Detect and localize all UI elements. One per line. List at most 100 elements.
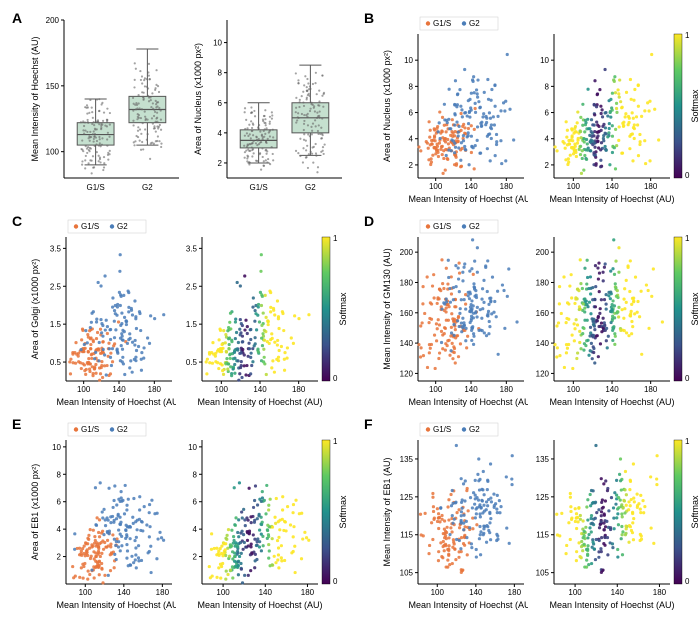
panel-A: A 100150200Mean Intensity of Hoechst (AU… bbox=[10, 10, 350, 205]
svg-text:100: 100 bbox=[216, 588, 230, 597]
svg-text:G1/S: G1/S bbox=[433, 19, 451, 28]
svg-text:6: 6 bbox=[545, 109, 550, 118]
svg-text:180: 180 bbox=[536, 278, 550, 287]
svg-text:Mean Intensity of Hoechst (AU): Mean Intensity of Hoechst (AU) bbox=[549, 397, 674, 407]
svg-text:1: 1 bbox=[333, 437, 338, 446]
svg-text:140: 140 bbox=[400, 339, 414, 348]
svg-text:125: 125 bbox=[536, 493, 550, 502]
panel-A-left: 100150200Mean Intensity of Hoechst (AU)G… bbox=[28, 14, 187, 205]
svg-text:2.5: 2.5 bbox=[186, 282, 198, 291]
panel-label-E: E bbox=[12, 416, 21, 432]
svg-text:Mean Intensity of Hoechst (AU): Mean Intensity of Hoechst (AU) bbox=[56, 600, 176, 610]
svg-text:180: 180 bbox=[644, 182, 658, 191]
svg-text:0: 0 bbox=[685, 171, 690, 180]
svg-text:G2: G2 bbox=[305, 183, 316, 192]
svg-text:4: 4 bbox=[193, 525, 198, 534]
svg-text:10: 10 bbox=[52, 443, 61, 452]
svg-text:4: 4 bbox=[545, 135, 550, 144]
svg-text:2: 2 bbox=[218, 159, 223, 168]
svg-text:6: 6 bbox=[409, 109, 414, 118]
svg-text:180: 180 bbox=[292, 385, 306, 394]
svg-text:8: 8 bbox=[193, 470, 198, 479]
svg-text:Area of Nucleus (x1000 px²): Area of Nucleus (x1000 px²) bbox=[382, 50, 392, 162]
svg-text:1: 1 bbox=[685, 234, 690, 243]
svg-text:100: 100 bbox=[568, 588, 582, 597]
panel-D-right: 100140180120140160180200Mean Intensity o… bbox=[532, 217, 700, 408]
panel-label-B: B bbox=[364, 10, 374, 26]
svg-text:160: 160 bbox=[536, 309, 550, 318]
svg-text:8: 8 bbox=[409, 82, 414, 91]
svg-text:105: 105 bbox=[400, 569, 414, 578]
svg-text:6: 6 bbox=[218, 99, 223, 108]
svg-text:1.5: 1.5 bbox=[186, 320, 198, 329]
svg-text:G1/S: G1/S bbox=[433, 425, 451, 434]
svg-text:3.5: 3.5 bbox=[186, 244, 198, 253]
panel-B-left: 100140180246810Mean Intensity of Hoechst… bbox=[380, 14, 528, 205]
svg-text:200: 200 bbox=[400, 248, 414, 257]
svg-text:135: 135 bbox=[536, 455, 550, 464]
svg-text:Mean Intensity of Hoechst (AU): Mean Intensity of Hoechst (AU) bbox=[56, 397, 176, 407]
svg-text:Area of Nucleus (x1000 px²): Area of Nucleus (x1000 px²) bbox=[193, 43, 203, 155]
svg-text:180: 180 bbox=[644, 385, 658, 394]
panel-F: F 100140180105115125135Mean Intensity of… bbox=[362, 416, 700, 611]
svg-text:180: 180 bbox=[500, 385, 514, 394]
svg-text:2: 2 bbox=[193, 553, 198, 562]
svg-text:100: 100 bbox=[215, 385, 229, 394]
svg-text:140: 140 bbox=[253, 385, 267, 394]
figure-grid: A 100150200Mean Intensity of Hoechst (AU… bbox=[10, 10, 690, 611]
svg-text:2: 2 bbox=[409, 161, 414, 170]
svg-text:Mean Intensity of Hoechst (AU): Mean Intensity of Hoechst (AU) bbox=[30, 36, 40, 161]
svg-text:100: 100 bbox=[77, 385, 91, 394]
svg-text:Softmax: Softmax bbox=[338, 495, 348, 529]
svg-text:4: 4 bbox=[57, 525, 62, 534]
panel-F-right: 100140180105115125135Mean Intensity of H… bbox=[532, 420, 700, 611]
svg-text:140: 140 bbox=[605, 182, 619, 191]
svg-text:100: 100 bbox=[431, 588, 445, 597]
svg-text:140: 140 bbox=[464, 385, 478, 394]
svg-text:10: 10 bbox=[540, 56, 549, 65]
svg-text:115: 115 bbox=[536, 531, 549, 540]
svg-text:Softmax: Softmax bbox=[690, 495, 700, 529]
svg-text:Mean Intensity of EB1 (AU): Mean Intensity of EB1 (AU) bbox=[382, 457, 392, 566]
svg-text:180: 180 bbox=[653, 588, 667, 597]
panel-E-right: 100140180246810Mean Intensity of Hoechst… bbox=[180, 420, 350, 611]
svg-text:2: 2 bbox=[57, 553, 62, 562]
svg-text:3.5: 3.5 bbox=[50, 244, 62, 253]
svg-text:140: 140 bbox=[464, 182, 478, 191]
svg-text:4: 4 bbox=[409, 135, 414, 144]
svg-text:100: 100 bbox=[429, 385, 443, 394]
svg-text:0.5: 0.5 bbox=[186, 358, 198, 367]
panel-label-D: D bbox=[364, 213, 374, 229]
svg-text:0: 0 bbox=[685, 577, 690, 586]
svg-text:180: 180 bbox=[500, 182, 514, 191]
svg-text:180: 180 bbox=[156, 588, 170, 597]
svg-text:Area of Golgi (x1000 px²): Area of Golgi (x1000 px²) bbox=[30, 259, 40, 360]
svg-text:1.5: 1.5 bbox=[50, 320, 62, 329]
svg-text:140: 140 bbox=[259, 588, 273, 597]
panel-E-left: 100140180246810Mean Intensity of Hoechst… bbox=[28, 420, 176, 611]
svg-text:Mean Intensity of Hoechst (AU): Mean Intensity of Hoechst (AU) bbox=[197, 397, 322, 407]
svg-text:140: 140 bbox=[469, 588, 483, 597]
svg-text:0.5: 0.5 bbox=[50, 358, 62, 367]
svg-text:G2: G2 bbox=[117, 425, 128, 434]
panel-E: E 100140180246810Mean Intensity of Hoech… bbox=[10, 416, 350, 611]
svg-text:G2: G2 bbox=[142, 183, 153, 192]
panel-F-left: 100140180105115125135Mean Intensity of H… bbox=[380, 420, 528, 611]
svg-text:G1/S: G1/S bbox=[250, 183, 268, 192]
svg-text:180: 180 bbox=[508, 588, 522, 597]
svg-text:180: 180 bbox=[301, 588, 315, 597]
svg-text:G2: G2 bbox=[469, 425, 480, 434]
svg-text:100: 100 bbox=[79, 588, 93, 597]
svg-text:Mean Intensity of Hoechst (AU): Mean Intensity of Hoechst (AU) bbox=[549, 600, 674, 610]
svg-text:10: 10 bbox=[213, 39, 222, 48]
svg-text:Mean Intensity of Hoechst (AU): Mean Intensity of Hoechst (AU) bbox=[408, 397, 528, 407]
svg-text:140: 140 bbox=[536, 339, 550, 348]
svg-text:Area of EB1 (x1000 px²): Area of EB1 (x1000 px²) bbox=[30, 464, 40, 561]
svg-text:8: 8 bbox=[57, 470, 62, 479]
svg-text:180: 180 bbox=[400, 278, 414, 287]
svg-text:G1/S: G1/S bbox=[433, 222, 451, 231]
svg-text:Softmax: Softmax bbox=[690, 292, 700, 326]
svg-text:Mean Intensity of Hoechst (AU): Mean Intensity of Hoechst (AU) bbox=[197, 600, 322, 610]
svg-text:140: 140 bbox=[605, 385, 619, 394]
svg-text:140: 140 bbox=[112, 385, 126, 394]
